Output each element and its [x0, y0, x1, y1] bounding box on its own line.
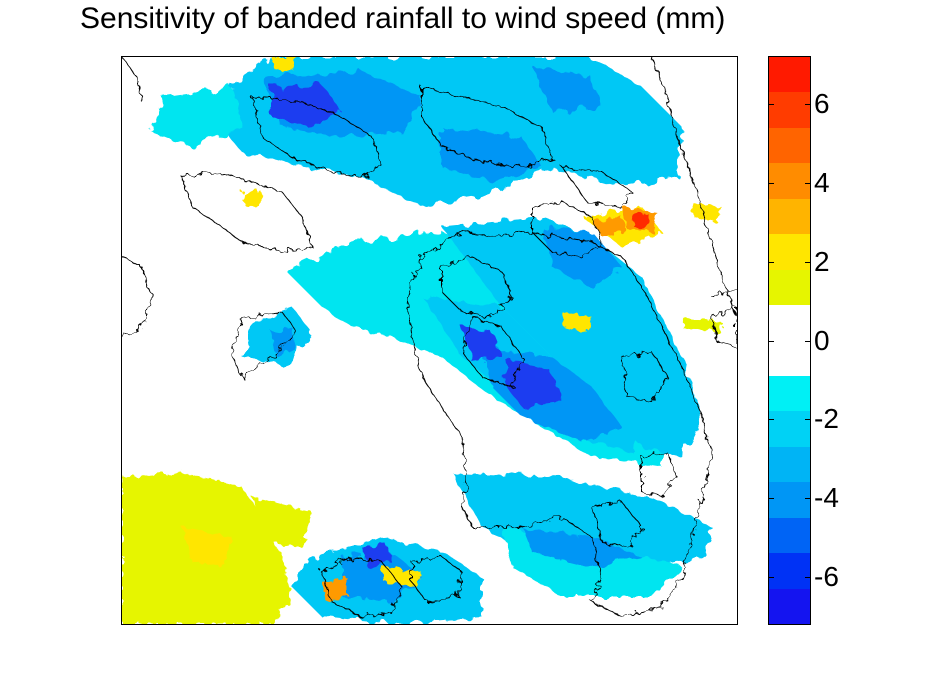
colorbar-tick-label: 4 — [814, 167, 830, 198]
colorbar-tick-mark — [769, 419, 774, 421]
colorbar-tick-mark — [805, 498, 810, 499]
terrain-contours — [122, 57, 737, 618]
sensitivity-field-map — [122, 57, 737, 624]
colorbar-band — [769, 375, 810, 412]
colorbar — [768, 56, 811, 625]
colorbar-tick-mark — [769, 576, 774, 578]
colorbar-tick-mark — [805, 261, 810, 263]
colorbar-band — [769, 411, 810, 447]
colorbar-band — [769, 446, 810, 483]
colorbar-band — [769, 517, 810, 554]
colorbar-tick-mark — [805, 576, 810, 578]
colorbar-tick-mark — [805, 419, 810, 421]
colorbar-band — [769, 269, 810, 306]
positive-sensitivity-areas — [122, 57, 722, 624]
colorbar-tick-mark — [805, 183, 810, 184]
colorbar-band — [769, 553, 810, 589]
colorbar-band — [769, 92, 810, 128]
negative-sensitivity-areas — [152, 57, 712, 624]
colorbar-tick-label: -4 — [814, 482, 839, 513]
colorbar-band — [769, 127, 810, 164]
colorbar-band — [769, 163, 810, 199]
colorbar-band — [769, 198, 810, 235]
colorbar-tick-label: 0 — [814, 324, 830, 356]
colorbar-tick-mark — [769, 340, 774, 342]
colorbar-band — [769, 482, 810, 518]
colorbar-tick-mark — [769, 261, 774, 263]
colorbar-tick-mark — [769, 104, 774, 106]
colorbar-tick-mark — [769, 498, 774, 499]
colorbar-tick-label: 6 — [814, 88, 830, 120]
colorbar-band — [769, 588, 810, 624]
colorbar-tick-label: -6 — [814, 560, 839, 592]
colorbar-tick-mark — [805, 104, 810, 106]
map-panel — [121, 56, 738, 625]
colorbar-band — [769, 305, 810, 376]
colorbar-band — [769, 234, 810, 270]
colorbar-tick-label: -2 — [814, 403, 839, 435]
colorbar-tick-mark — [805, 340, 810, 342]
colorbar-tick-mark — [769, 183, 774, 184]
colorbar-band — [769, 57, 810, 93]
figure-title: Sensitivity of banded rainfall to wind s… — [80, 2, 726, 35]
colorbar-tick-label: 2 — [814, 245, 830, 277]
